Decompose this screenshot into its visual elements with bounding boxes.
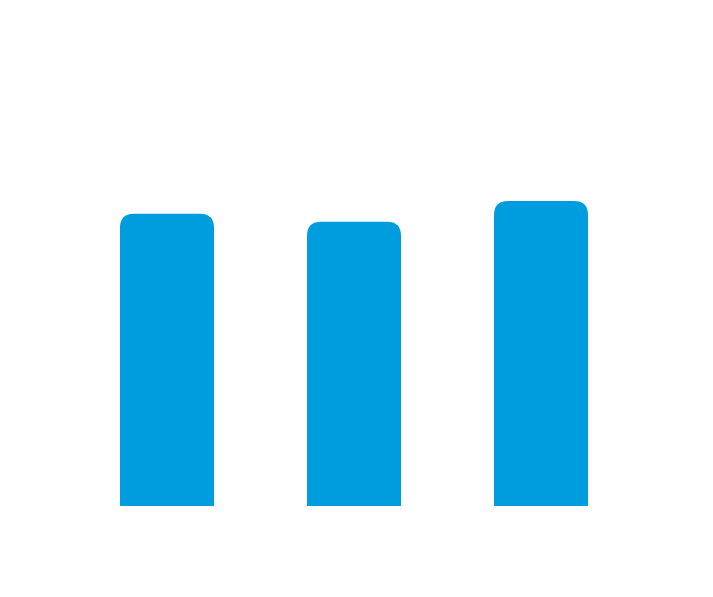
bar-1 — [120, 213, 214, 506]
bars-group — [120, 201, 588, 507]
bar-2 — [307, 221, 401, 507]
bar-3 — [494, 201, 588, 506]
